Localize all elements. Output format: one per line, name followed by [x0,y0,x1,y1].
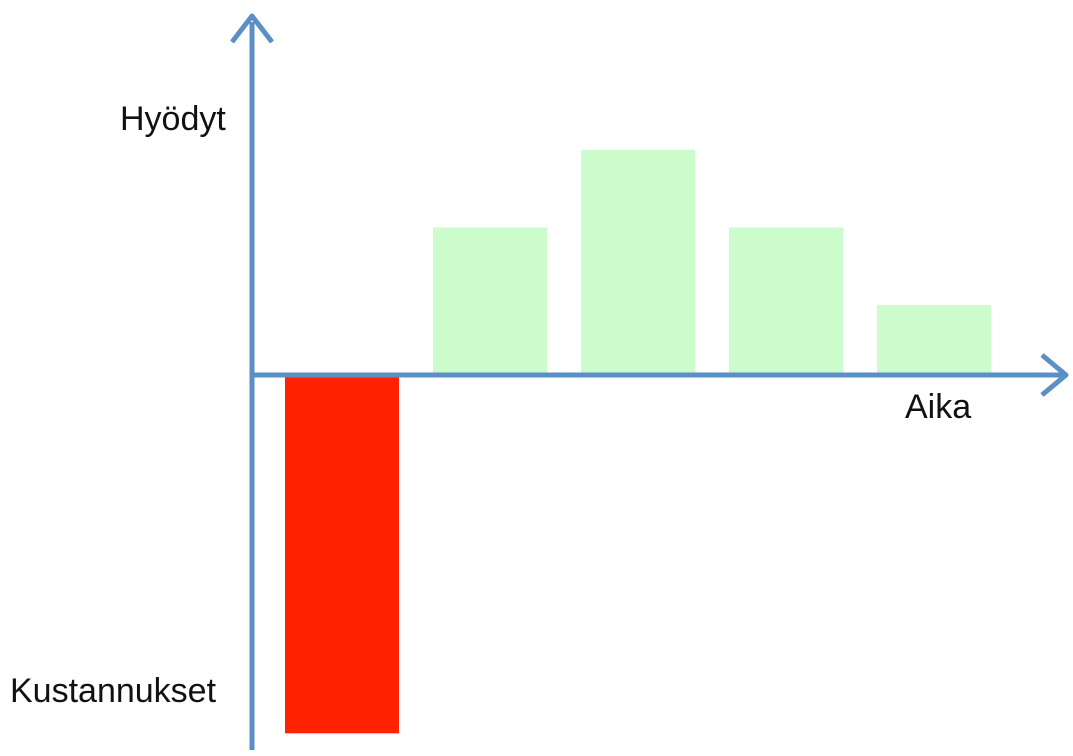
y-axis-top-label: Hyödyt [120,100,226,138]
benefit-bar-2 [433,227,547,375]
benefit-bar-3 [581,149,695,375]
x-axis-arrowhead [1040,353,1069,397]
benefit-bar-5 [877,305,991,375]
y-axis-bottom-label: Kustannukset [10,672,217,710]
cost-bar [285,375,399,734]
benefit-bar-4 [729,227,843,375]
y-axis-arrowhead [230,13,274,44]
x-axis-label: Aika [905,388,971,426]
axes-group [230,13,1069,750]
bars-group [285,149,991,734]
